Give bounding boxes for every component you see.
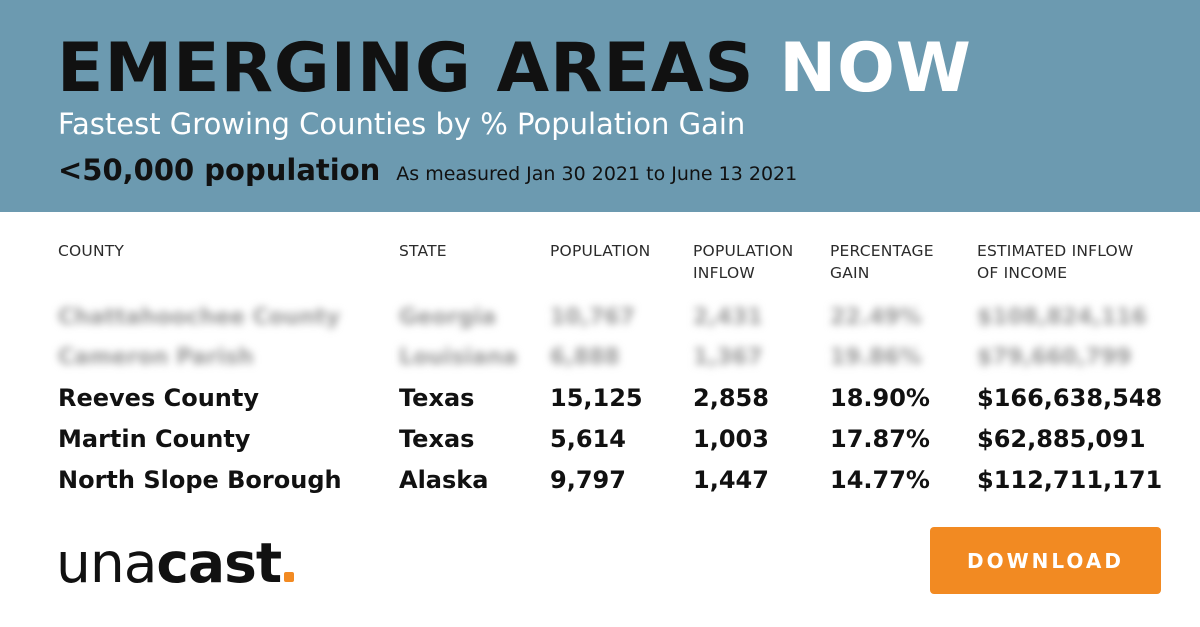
income-cell: $112,711,171 <box>977 466 1163 494</box>
page-subtitle: Fastest Growing Counties by % Population… <box>58 107 746 141</box>
table-cell: 1,367 <box>693 345 763 370</box>
population-criteria: <50,000 population <box>58 153 381 187</box>
table-cell: 6,888 <box>550 345 620 370</box>
measurement-period: As measured Jan 30 2021 to June 13 2021 <box>396 163 798 185</box>
table-cell: 2,431 <box>693 305 763 330</box>
counties-table: COUNTY STATE POPULATION POPULATION INFLOW… <box>58 240 1168 501</box>
gain-cell: 17.87% <box>830 425 930 453</box>
table-row: Reeves County Texas 15,125 2,858 18.90% … <box>58 378 1168 419</box>
table-row: North Slope Borough Alaska 9,797 1,447 1… <box>58 460 1168 501</box>
gain-cell: 18.90% <box>830 384 930 412</box>
title-accent: NOW <box>779 29 972 108</box>
blurred-table-row: Cameron Parish Louisiana 6,888 1,367 19.… <box>58 338 1168 378</box>
county-cell: Reeves County <box>58 384 259 412</box>
state-cell: Texas <box>399 384 475 412</box>
logo-dot-icon <box>284 572 295 582</box>
unacast-logo: unacast <box>56 530 295 596</box>
inflow-cell: 1,447 <box>693 466 769 494</box>
table-cell: Cameron Parish <box>58 345 254 370</box>
income-cell: $166,638,548 <box>977 384 1163 412</box>
column-header: COUNTY <box>58 242 125 260</box>
county-cell: Martin County <box>58 425 251 453</box>
table-cell: $79,660,799 <box>977 345 1132 370</box>
table-cell: 19.86% <box>830 345 922 370</box>
inflow-cell: 1,003 <box>693 425 769 453</box>
table-cell: Chattahoochee County <box>58 305 341 330</box>
page-title: EMERGING AREAS NOW <box>57 30 972 108</box>
county-cell: North Slope Borough <box>58 466 342 494</box>
table-header-row: COUNTY STATE POPULATION POPULATION INFLOW… <box>58 240 1168 298</box>
title-main: EMERGING AREAS <box>57 29 755 108</box>
table-cell: $108,824,116 <box>977 305 1147 330</box>
column-header: STATE <box>399 242 447 260</box>
column-header: PERCENTAGE GAIN <box>830 242 934 282</box>
state-cell: Alaska <box>399 466 489 494</box>
table-cell: Louisiana <box>399 345 518 370</box>
logo-text-light: una <box>56 531 157 595</box>
column-header: ESTIMATED INFLOW OF INCOME <box>977 242 1134 282</box>
gain-cell: 14.77% <box>830 466 930 494</box>
column-header: POPULATION <box>550 242 651 260</box>
criteria-line: <50,000 population As measured Jan 30 202… <box>58 150 797 194</box>
column-header: POPULATION INFLOW <box>693 242 794 282</box>
logo-text-bold: cast <box>156 531 282 595</box>
population-cell: 15,125 <box>550 384 643 412</box>
table-cell: 22.49% <box>830 305 922 330</box>
table-cell: Georgia <box>399 305 497 330</box>
population-cell: 5,614 <box>550 425 626 453</box>
table-cell: 10,767 <box>550 305 635 330</box>
table-row: Martin County Texas 5,614 1,003 17.87% $… <box>58 419 1168 460</box>
download-button[interactable]: DOWNLOAD <box>930 527 1161 594</box>
inflow-cell: 2,858 <box>693 384 769 412</box>
header-banner: EMERGING AREAS NOW Fastest Growing Count… <box>0 0 1200 212</box>
state-cell: Texas <box>399 425 475 453</box>
income-cell: $62,885,091 <box>977 425 1146 453</box>
blurred-table-row: Chattahoochee County Georgia 10,767 2,43… <box>58 298 1168 338</box>
population-cell: 9,797 <box>550 466 626 494</box>
